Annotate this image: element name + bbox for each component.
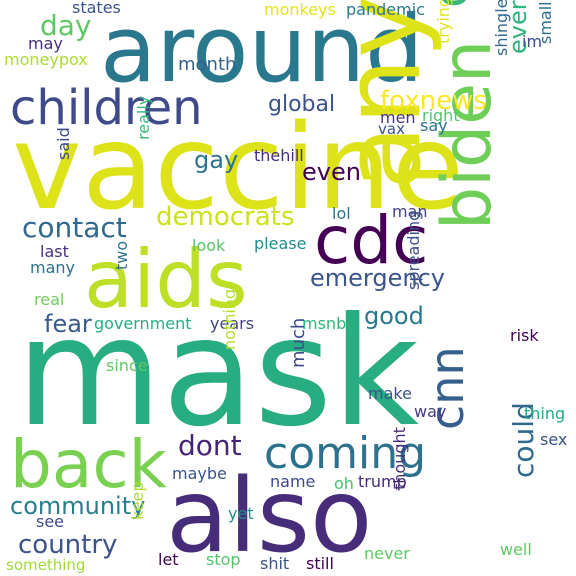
word-men: men — [380, 108, 416, 127]
word-around: around — [100, 0, 424, 103]
word-last: last — [40, 242, 69, 261]
word-shit: shit — [260, 554, 290, 573]
word-make: make — [368, 384, 412, 403]
word-community: community — [10, 492, 146, 520]
word-day: day — [40, 9, 92, 42]
word-man: man — [392, 202, 428, 221]
word-much: much — [288, 317, 309, 368]
word-dont: dont — [178, 429, 242, 462]
word-let: let — [158, 550, 179, 569]
word-since: since — [106, 356, 148, 375]
word-states: states — [72, 0, 121, 17]
word-pandemic: pandemic — [346, 0, 425, 19]
word-emergency: emergency — [310, 264, 445, 292]
word-look: look — [192, 236, 226, 255]
word-coming: coming — [264, 428, 427, 479]
word-risk: risk — [510, 326, 539, 345]
word-right: right — [422, 106, 460, 125]
word-never: never — [364, 544, 410, 563]
word-im: im — [522, 32, 543, 51]
word-trying: trying — [434, 0, 453, 44]
word-thing: thing — [524, 404, 566, 423]
word-government: government — [94, 314, 192, 333]
word-mask: mask — [16, 286, 420, 460]
word-thought: thought — [390, 427, 409, 490]
word-really: really — [134, 95, 153, 140]
word-please: please — [254, 234, 307, 253]
word-good: good — [364, 302, 424, 330]
word-two: two — [112, 240, 131, 270]
word-may: may — [28, 34, 63, 53]
word-say: say — [420, 116, 448, 135]
word-real: real — [34, 290, 65, 309]
word-still: still — [306, 554, 334, 573]
word-children: children — [10, 80, 203, 136]
word-trump: trump — [358, 472, 407, 491]
word-something: something — [6, 556, 86, 574]
word-shingles: shingles — [492, 0, 511, 56]
word-many: many — [30, 258, 75, 277]
word-even: even — [302, 158, 361, 186]
word-maybe: maybe — [172, 464, 227, 483]
word-years: years — [210, 314, 255, 333]
word-democrats: democrats — [156, 202, 295, 232]
word-also: also — [166, 457, 373, 576]
word-nothing: nothing — [220, 288, 239, 350]
word-vax: vax — [378, 120, 405, 138]
word-lol: lol — [332, 204, 351, 223]
word-keep: keep — [128, 481, 147, 520]
word-name: name — [270, 472, 316, 491]
word-monkeys: monkeys — [264, 0, 336, 19]
word-vaccine: vaccine — [12, 98, 465, 236]
word-contact: contact — [22, 211, 127, 244]
word-aids: aids — [84, 233, 248, 326]
word-see: see — [36, 512, 65, 531]
word-cdc: cdc — [314, 202, 429, 279]
word-smallpox: smallpox — [536, 0, 555, 44]
word-fear: fear — [44, 310, 92, 338]
word-spreading: spreading — [404, 210, 423, 290]
word-back: back — [10, 426, 167, 503]
word-moneypox: moneypox — [4, 50, 88, 69]
word-oh: oh — [334, 474, 354, 493]
word-well: well — [500, 540, 532, 559]
word-gay: gay — [194, 146, 239, 174]
word-month: month — [178, 54, 237, 75]
word-stop: stop — [206, 550, 241, 569]
word-msnbc: msnbc — [302, 314, 356, 333]
word-thehill: thehill — [254, 146, 304, 165]
word-country: country — [18, 530, 118, 560]
word-foxnews: foxnews — [380, 86, 487, 116]
word-way: way — [414, 402, 447, 421]
word-sex: sex — [540, 430, 568, 449]
word-said: said — [54, 127, 73, 160]
word-global: global — [268, 92, 336, 117]
word-yet: yet — [228, 504, 254, 523]
